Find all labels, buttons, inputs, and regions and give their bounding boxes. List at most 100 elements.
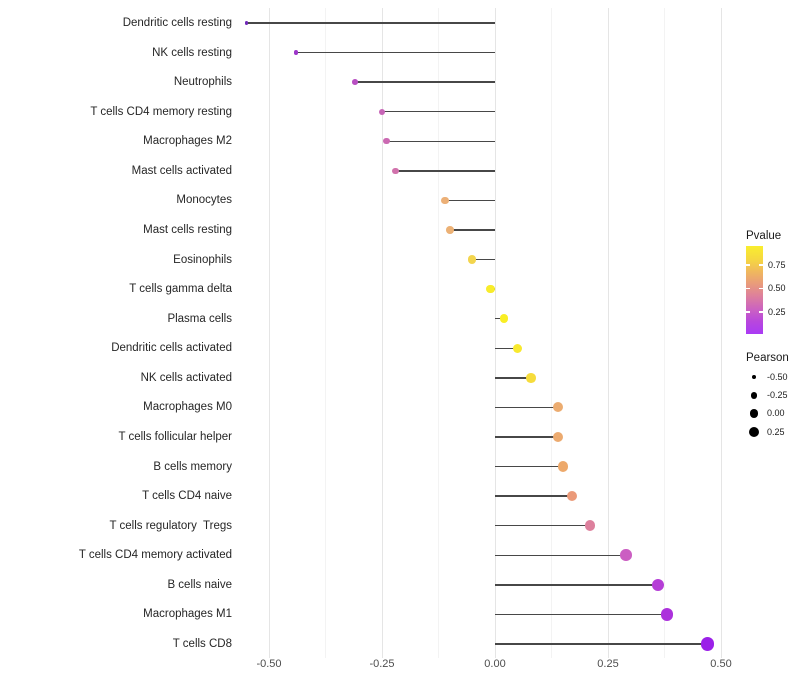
pearson-legend-label: -0.25 xyxy=(767,389,788,400)
y-axis-label: B cells memory xyxy=(153,460,232,473)
data-point xyxy=(383,138,390,145)
data-point xyxy=(660,608,673,621)
data-point xyxy=(445,226,454,234)
gridline-major xyxy=(381,8,383,658)
lollipop-stem xyxy=(495,613,667,616)
lollipop-stem xyxy=(495,377,532,379)
data-point xyxy=(566,490,578,502)
pearson-legend-dot xyxy=(748,427,760,438)
lollipop-stem xyxy=(386,140,495,143)
y-axis-label: Dendritic cells activated xyxy=(111,342,232,355)
y-axis-label: Mast cells resting xyxy=(143,223,232,236)
colorbar-tick xyxy=(759,264,763,266)
y-axis-label: Macrophages M1 xyxy=(143,608,232,621)
gridline-major xyxy=(607,8,609,658)
lollipop-stem xyxy=(495,524,590,527)
data-point xyxy=(293,50,299,55)
lollipop-stem xyxy=(296,51,495,54)
data-point xyxy=(553,431,564,443)
y-axis-label: T cells regulatory Tregs xyxy=(109,519,232,532)
colorbar-tick-label: 0.75 xyxy=(768,259,786,270)
lollipop-stem xyxy=(354,81,495,83)
colorbar-tick-label: 0.25 xyxy=(768,306,786,317)
y-axis-label: Mast cells activated xyxy=(131,164,232,177)
pearson-legend-label: -0.50 xyxy=(767,371,788,382)
gridline-minor xyxy=(325,8,326,658)
lollipop-stem xyxy=(495,317,505,320)
lollipop-stem xyxy=(449,229,495,231)
y-axis-label: T cells CD4 memory activated xyxy=(78,549,232,562)
pearson-legend-dot xyxy=(749,409,759,419)
y-axis-label: Plasma cells xyxy=(167,312,232,325)
gridline-minor xyxy=(551,8,552,658)
colorbar-tick xyxy=(746,264,750,266)
data-point xyxy=(584,520,596,532)
x-axis-tick-label: 0.50 xyxy=(710,658,732,670)
pearson-legend-label: 0.00 xyxy=(767,408,785,419)
gridline-minor xyxy=(438,8,439,658)
lollipop-stem xyxy=(495,347,518,350)
x-axis-tick-label: 0.00 xyxy=(484,658,506,670)
x-axis-tick-label: 0.25 xyxy=(597,658,619,670)
data-point xyxy=(651,578,664,591)
pvalue-legend-title: Pvalue xyxy=(746,230,782,242)
data-point xyxy=(468,255,477,264)
lollipop-stem xyxy=(495,643,708,645)
y-axis-label: T cells follicular helper xyxy=(118,430,232,443)
colorbar-tick xyxy=(759,287,763,290)
data-point xyxy=(244,21,248,25)
y-axis-label: Macrophages M2 xyxy=(143,135,232,148)
gridline-major xyxy=(494,8,496,658)
y-axis-label: Monocytes xyxy=(176,194,232,207)
data-point xyxy=(553,402,564,413)
y-axis-label: NK cells activated xyxy=(140,371,232,384)
x-axis-tick-label: -0.50 xyxy=(256,658,282,670)
lollipop-stem xyxy=(495,465,563,468)
data-point xyxy=(526,373,536,383)
lollipop-stem xyxy=(472,258,495,261)
data-point xyxy=(392,167,399,175)
y-axis-label: T cells CD4 memory resting xyxy=(90,105,232,118)
pearson-legend-dot xyxy=(750,392,758,399)
y-axis-label: Eosinophils xyxy=(173,253,232,266)
data-point xyxy=(378,108,386,115)
data-point xyxy=(486,284,495,294)
pearson-legend-title: Pearson xyxy=(746,352,789,364)
gridline-major xyxy=(720,8,722,658)
data-point xyxy=(620,549,632,562)
lollipop-stem xyxy=(495,436,559,438)
lollipop-stem xyxy=(445,199,495,202)
data-point xyxy=(499,314,509,324)
lollipop-stem xyxy=(495,584,658,586)
y-axis-label: T cells gamma delta xyxy=(129,283,232,296)
pearson-legend-dot xyxy=(752,375,756,379)
data-point xyxy=(557,461,568,472)
data-point xyxy=(441,196,450,205)
y-axis-label: Dendritic cells resting xyxy=(122,17,232,29)
lollipop-stem xyxy=(382,110,495,113)
data-point xyxy=(513,343,523,353)
gridline-major xyxy=(268,8,270,658)
data-point xyxy=(700,637,715,651)
gridline-minor xyxy=(664,8,665,658)
colorbar-tick xyxy=(746,287,750,290)
colorbar-tick xyxy=(746,311,750,313)
lollipop-stem xyxy=(395,170,495,172)
colorbar-tick xyxy=(759,311,763,313)
y-axis-label: T cells CD4 naive xyxy=(142,490,232,503)
lollipop-stem xyxy=(246,22,495,24)
y-axis-label: B cells naive xyxy=(167,578,232,591)
y-axis-label: Macrophages M0 xyxy=(143,401,232,414)
data-point xyxy=(352,79,358,85)
y-axis-label: T cells CD8 xyxy=(172,637,232,650)
y-axis-label: NK cells resting xyxy=(152,46,232,59)
pvalue-gradient-bar xyxy=(746,246,763,334)
lollipop-stem xyxy=(495,554,627,556)
pearson-legend-label: 0.25 xyxy=(767,426,785,437)
lollipop-stem xyxy=(495,495,572,497)
x-axis-tick-label: -0.25 xyxy=(369,658,395,670)
colorbar-tick-label: 0.50 xyxy=(768,283,786,293)
y-axis-label: Neutrophils xyxy=(173,76,232,89)
lollipop-stem xyxy=(495,406,559,409)
